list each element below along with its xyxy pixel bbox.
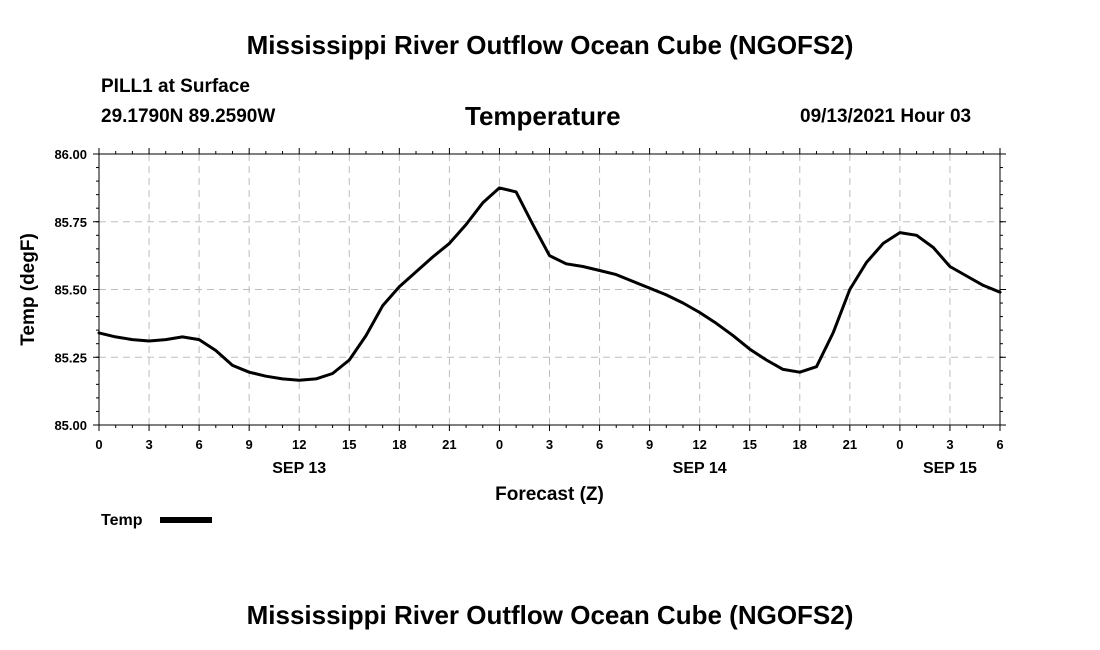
axes	[93, 148, 1006, 431]
x-tick-label: 18	[392, 437, 406, 452]
y-tick-label: 85.25	[54, 350, 87, 365]
y-tick-label: 85.75	[54, 215, 87, 230]
x-tick-label: 3	[946, 437, 953, 452]
y-axis-title: Temp (degF)	[18, 233, 39, 346]
x-tick-label: 0	[896, 437, 903, 452]
station-label: PILL1 at Surface	[101, 76, 250, 97]
legend-label: Temp	[101, 512, 143, 529]
y-tick-label: 85.00	[54, 418, 87, 433]
date-label: SEP 13	[272, 460, 326, 477]
x-tick-label: 3	[546, 437, 553, 452]
date-label: SEP 14	[673, 460, 727, 477]
tick-labels: 0 3 6 9 12 15 18 21 0 3 6 9 12 15 18 21 0 3 6 85.00 85.25 85.…	[18, 147, 1004, 529]
date-label: SEP 15	[923, 460, 977, 477]
chart-title: Mississippi River Outflow Ocean Cube (NG…	[246, 30, 854, 60]
x-tick-label: 21	[843, 437, 857, 452]
forecast-datetime: 09/13/2021 Hour 03	[800, 106, 972, 127]
x-tick-label: 3	[145, 437, 152, 452]
variable-title: Temperature	[465, 101, 621, 131]
x-axis-title: Forecast (Z)	[495, 484, 604, 505]
series-layer	[97, 186, 1002, 382]
grid-lines	[99, 154, 1000, 425]
x-tick-label: 0	[496, 437, 503, 452]
x-tick-label: 9	[246, 437, 253, 452]
x-tick-label: 6	[195, 437, 202, 452]
x-tick-label: 9	[646, 437, 653, 452]
x-tick-label: 6	[996, 437, 1003, 452]
temperature-chart: 0 3 6 9 12 15 18 21 0 3 6 9 12 15 18 21 0 3 6 85.00 85.25 85.…	[18, 147, 1006, 529]
footer-title: Mississippi River Outflow Ocean Cube (NG…	[246, 600, 854, 630]
series-line-temp	[97, 186, 1002, 382]
x-tick-label: 15	[742, 437, 756, 452]
y-tick-label: 85.50	[54, 283, 87, 298]
x-tick-label: 15	[342, 437, 356, 452]
x-tick-label: 18	[793, 437, 807, 452]
x-tick-label: 12	[692, 437, 706, 452]
y-tick-label: 86.00	[54, 147, 87, 162]
x-tick-label: 12	[292, 437, 306, 452]
x-tick-label: 0	[95, 437, 102, 452]
station-coordinates: 29.1790N 89.2590W	[101, 106, 276, 127]
x-tick-label: 6	[596, 437, 603, 452]
x-tick-label: 21	[442, 437, 456, 452]
